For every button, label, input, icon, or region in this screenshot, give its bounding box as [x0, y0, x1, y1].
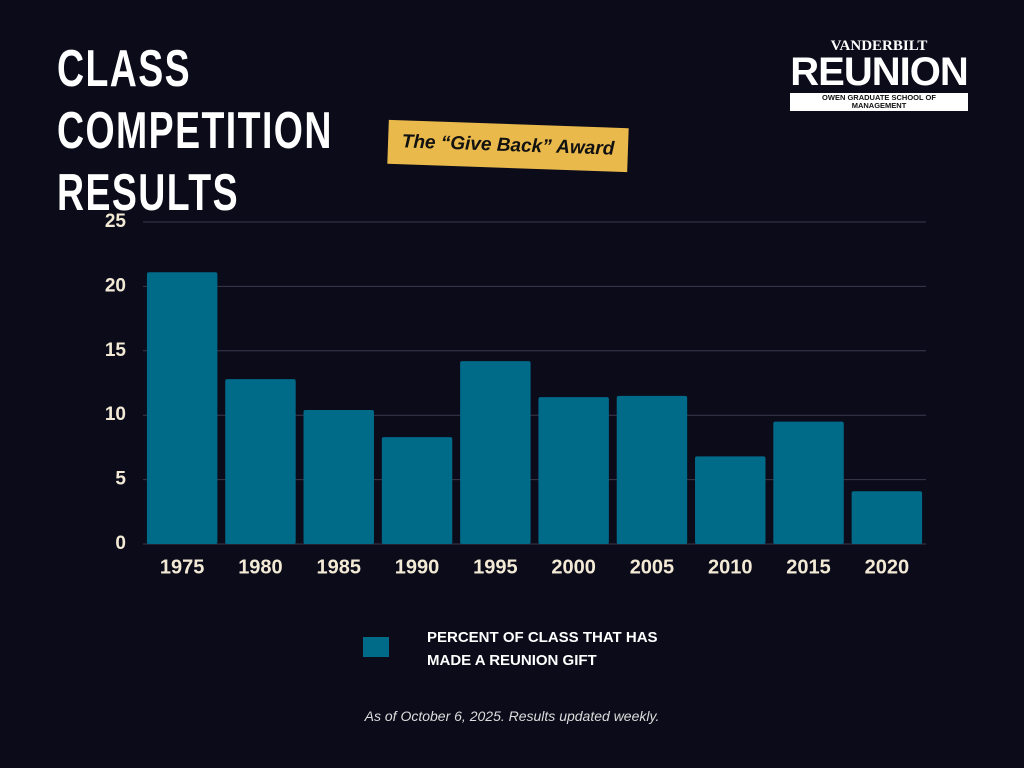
y-tick-label: 0 — [115, 533, 126, 554]
bar — [773, 421, 844, 544]
chart-title: CLASS COMPETITION RESULTS — [57, 40, 333, 222]
chart: 0 5 10 15 20 25 1975 1980 1985 1990 1995 2000 2005 20… — [105, 211, 926, 669]
bar — [303, 410, 374, 544]
x-tick-label: 1995 — [473, 556, 518, 578]
x-tick-label: 1975 — [160, 556, 205, 578]
bar — [695, 456, 766, 544]
x-tick-label: 1990 — [395, 556, 440, 578]
bar — [538, 397, 609, 544]
x-tick-label: 1985 — [317, 556, 362, 578]
logo-main: REUNION — [790, 50, 968, 94]
bar — [225, 379, 296, 544]
bar — [146, 272, 218, 544]
y-tick-label: 20 — [105, 275, 126, 296]
x-tick-label: 2005 — [630, 556, 675, 578]
x-tick-label: 2010 — [708, 556, 753, 578]
y-tick-label: 5 — [115, 469, 126, 490]
bar — [460, 361, 531, 544]
logo-school: OWEN GRADUATE SCHOOL OF MANAGEMENT — [790, 93, 968, 111]
y-tick-label: 10 — [105, 404, 126, 425]
x-tick-label: 2020 — [865, 556, 910, 578]
y-tick-label: 15 — [105, 340, 127, 361]
x-tick-label: 2000 — [551, 556, 596, 578]
legend-label: PERCENT OF CLASS THAT HAS MADE A REUNION… — [427, 629, 658, 669]
bar — [616, 395, 688, 544]
y-tick-label: 25 — [105, 211, 127, 232]
legend-box: PERCENT OF CLASS THAT HAS MADE A REUNION… — [427, 629, 658, 669]
bar — [381, 437, 453, 544]
legend-swatch — [363, 637, 389, 657]
footnote: As of October 6, 2025. Results updated w… — [364, 708, 660, 724]
x-tick-label: 1980 — [238, 556, 283, 578]
logo-top: VANDERBILT — [830, 38, 928, 54]
bar — [851, 491, 923, 544]
x-tick-label: 2015 — [786, 556, 831, 578]
